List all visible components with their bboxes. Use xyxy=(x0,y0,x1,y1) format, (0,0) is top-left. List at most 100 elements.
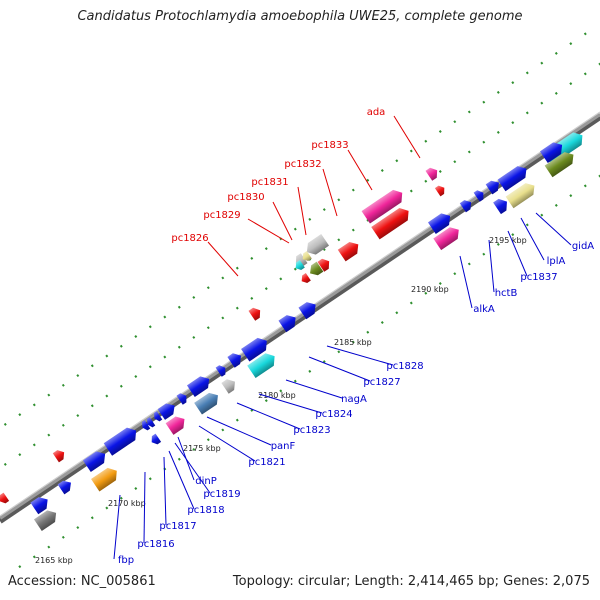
tick-dots-upper xyxy=(177,345,181,349)
tick-dots-lower xyxy=(90,516,94,520)
leader-line xyxy=(393,115,421,159)
tick-dots-outer xyxy=(322,208,326,212)
tick-dots-outer xyxy=(163,315,167,319)
tick-dots-lower xyxy=(511,233,515,237)
tick-dots-outer xyxy=(119,344,123,348)
leader-line xyxy=(347,149,373,191)
accession-text: Accession: NC_005861 xyxy=(8,574,156,589)
tick-label: 2170 kbp xyxy=(108,499,146,508)
tick-dots-lower xyxy=(395,311,399,315)
tick-dots-outer xyxy=(264,247,268,251)
tick-dots-outer xyxy=(395,159,399,163)
tick-dots-outer xyxy=(424,139,428,143)
gene-label-pc1818: pc1818 xyxy=(187,505,224,516)
tick-dot-rows xyxy=(3,32,600,569)
gene-olive xyxy=(544,152,574,178)
gene-features xyxy=(0,132,583,531)
tick-dots-outer xyxy=(18,413,22,417)
gene-label-pc1823: pc1823 xyxy=(293,425,330,436)
gene-rna xyxy=(248,307,261,321)
tick-dots-outer xyxy=(134,335,138,338)
tick-dots-lower xyxy=(61,535,65,539)
tick-dots-outer xyxy=(221,276,225,280)
tick-dots-upper xyxy=(409,189,413,193)
tick-dots-upper xyxy=(32,443,36,447)
leader-line xyxy=(207,241,239,277)
gene-blue xyxy=(146,417,156,428)
tick-dots-lower xyxy=(235,418,239,422)
tick-dots-lower xyxy=(105,506,109,510)
tick-dots-outer xyxy=(76,374,80,378)
tick-dots-outer xyxy=(453,120,457,124)
tick-dots-upper xyxy=(206,326,210,330)
tick-dots-lower xyxy=(438,281,442,285)
tick-dots-lower xyxy=(467,262,471,266)
gene-silver xyxy=(221,379,235,394)
gene-silver xyxy=(306,234,330,255)
tick-dots-outer xyxy=(192,295,196,299)
gene-blue xyxy=(141,420,151,431)
tick-dots-outer xyxy=(409,149,413,153)
gene-pink xyxy=(361,189,403,224)
tick-dots-outer xyxy=(148,325,152,329)
leader-line xyxy=(272,201,293,241)
tick-dots-lower xyxy=(134,487,138,490)
gene-cyan xyxy=(295,260,305,270)
tick-dots-upper xyxy=(163,355,167,359)
tick-dots-lower xyxy=(250,408,254,412)
leader-line xyxy=(168,450,195,510)
gene-blue xyxy=(539,142,563,163)
tick-dots-upper xyxy=(235,306,239,310)
gene-blue xyxy=(427,213,451,234)
gene-labels: ada pc1833 pc1832 pc1831 pc1830 pc1829 pc1826 p… xyxy=(113,107,594,566)
gene-blue xyxy=(30,497,48,515)
tick-dots-lower xyxy=(47,545,51,549)
tick-dots-upper xyxy=(76,414,80,418)
gene-label-pc1826: pc1826 xyxy=(171,233,208,244)
tick-dots-outer xyxy=(177,305,181,309)
tick-dots-outer xyxy=(206,286,210,290)
gene-rna xyxy=(301,273,311,283)
tick-dots-lower xyxy=(18,565,22,569)
gene-blue xyxy=(176,393,187,405)
tick-dots-outer xyxy=(496,90,500,94)
leader-line xyxy=(322,168,338,217)
gene-blue xyxy=(151,433,162,445)
gene-label-pc1827: pc1827 xyxy=(363,377,400,388)
tick-dots-lower xyxy=(482,252,486,256)
tick-dots-outer xyxy=(511,81,515,85)
gene-olive xyxy=(310,261,324,276)
tick-dots-upper xyxy=(90,404,94,408)
tick-dots-lower xyxy=(337,350,341,354)
gene-pink xyxy=(425,167,438,181)
leader-line xyxy=(459,255,473,309)
tick-dots-upper xyxy=(279,277,283,281)
tick-dots-upper xyxy=(134,375,138,378)
gene-label-pc1837: pc1837 xyxy=(520,272,557,283)
gene-steel xyxy=(194,392,218,415)
gene-blue xyxy=(153,411,163,422)
tick-dots-lower xyxy=(366,330,370,334)
gene-blue xyxy=(485,180,499,195)
tick-label: 2175 kbp xyxy=(183,444,221,453)
gene-gray xyxy=(33,510,57,531)
tick-dots-upper xyxy=(221,316,225,320)
leader-line xyxy=(488,239,495,293)
tick-dots-lower xyxy=(380,321,384,325)
gene-label-pc1817: pc1817 xyxy=(159,521,196,532)
tick-dots-lower xyxy=(583,184,587,188)
gene-blue xyxy=(473,190,484,202)
tick-dots-upper xyxy=(61,423,65,427)
gene-label-pc1829: pc1829 xyxy=(203,210,240,221)
tick-dots-lower xyxy=(409,301,413,305)
tick-dots-upper xyxy=(18,453,22,457)
tick-dots-lower xyxy=(322,360,326,364)
tick-dots-upper xyxy=(583,72,587,76)
gene-label-naga: nagA xyxy=(341,394,367,405)
tick-dots-upper xyxy=(511,121,515,125)
leader-line xyxy=(143,471,146,544)
leader-line xyxy=(308,356,371,382)
tick-dots-upper xyxy=(192,335,196,339)
tick-dots-outer xyxy=(351,188,355,192)
